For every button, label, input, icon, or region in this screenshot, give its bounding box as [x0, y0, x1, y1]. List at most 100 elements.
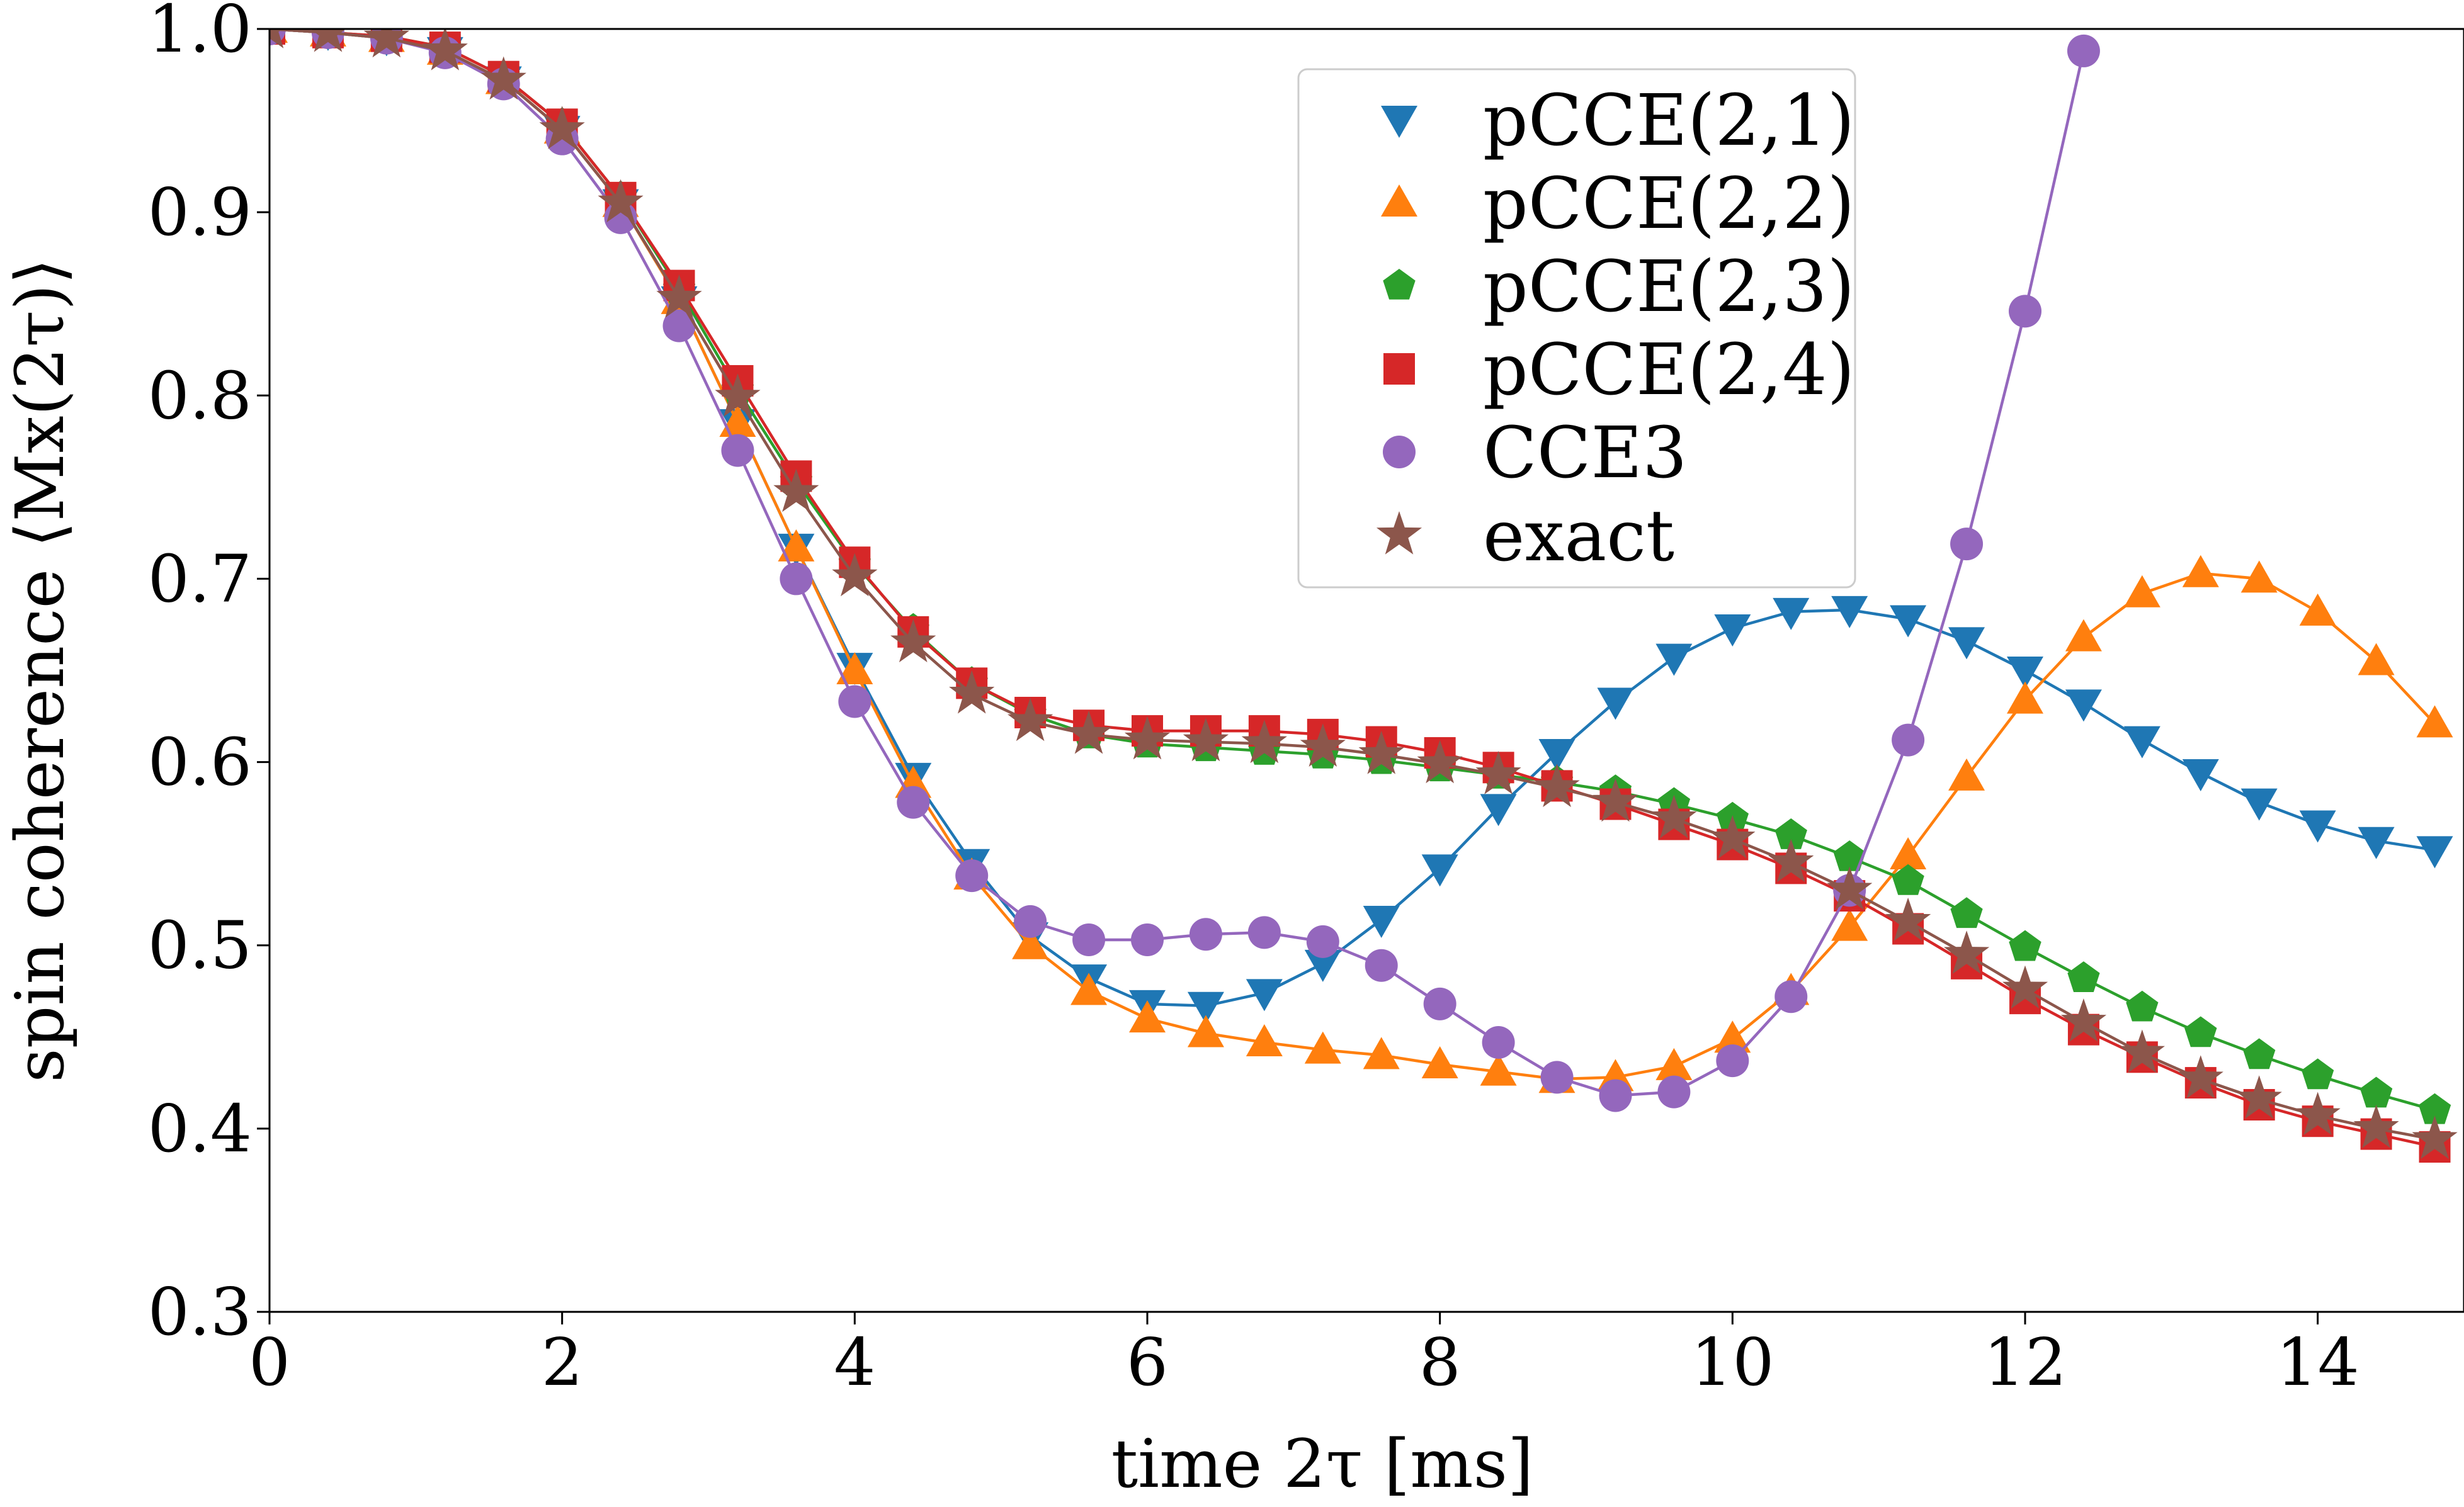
legend-marker-cce3	[1383, 436, 1416, 468]
data-point-pcce-2-1	[2240, 788, 2278, 821]
x-axis: 0 2 4 6 8 10 12 14	[249, 1312, 2359, 1401]
data-point-pcce-2-2	[2182, 555, 2219, 587]
y-tick-label: 0.3	[148, 1273, 252, 1350]
data-point-exact	[2412, 1115, 2458, 1160]
data-point-cce3	[1365, 949, 1398, 982]
data-point-pcce-2-2	[1948, 758, 1985, 791]
data-point-exact	[1008, 697, 1053, 742]
data-point-exact	[1943, 930, 1990, 974]
legend-label-pcce-2-2: pCCE(2,2)	[1483, 163, 1854, 245]
x-tick-label: 2	[542, 1324, 583, 1401]
data-point-cce3	[1189, 918, 1222, 951]
data-point-pcce-2-2	[836, 652, 873, 684]
data-point-pcce-2-1	[1246, 979, 1283, 1012]
data-point-pcce-2-1	[1304, 949, 1341, 982]
data-point-pcce-2-2	[1714, 1020, 1751, 1053]
data-point-pcce-2-3	[1833, 840, 1866, 871]
data-point-pcce-2-3	[1950, 897, 1983, 928]
data-point-pcce-2-3	[2302, 1058, 2334, 1090]
series-exact	[270, 29, 2458, 1160]
data-point-exact	[480, 56, 526, 100]
data-point-pcce-2-1	[1831, 595, 1868, 628]
data-point-pcce-2-3	[1774, 818, 1807, 849]
data-point-pcce-2-3	[2067, 961, 2100, 992]
data-point-pcce-2-2	[2065, 619, 2102, 652]
data-point-pcce-2-2	[2299, 593, 2336, 626]
data-point-exact	[2177, 1055, 2223, 1098]
data-point-pcce-2-1	[1890, 605, 1927, 638]
data-point-cce3	[1540, 1061, 1574, 1094]
plot-frame	[268, 28, 2464, 1313]
y-axis: 0.3 0.4 0.5 0.6 0.7 0.8 0.9 1.0	[148, 0, 270, 1350]
x-tick-label: 14	[2276, 1324, 2359, 1401]
data-point-exact	[1300, 723, 1346, 767]
data-point-exact	[1241, 720, 1287, 764]
data-point-cce3	[1247, 916, 1281, 949]
data-point-cce3	[1131, 923, 1164, 956]
data-point-pcce-2-2	[1831, 908, 1868, 941]
data-point-pcce-2-1	[2065, 689, 2102, 722]
data-point-pcce-2-2	[1187, 1015, 1224, 1047]
data-point-exact	[1534, 764, 1580, 808]
legend-box	[1297, 68, 1856, 589]
data-point-pcce-2-1	[1421, 854, 1458, 887]
x-tick-label: 12	[1984, 1324, 2067, 1401]
legend-label-pcce-2-1: pCCE(2,1)	[1483, 80, 1854, 162]
legend-marker-pcce-2-1	[1381, 106, 1417, 138]
data-point-exact	[1651, 794, 1697, 838]
data-point-cce3	[1423, 987, 1456, 1020]
data-point-pcce-2-1	[1948, 627, 1985, 660]
data-point-pcce-2-1	[1597, 687, 1634, 720]
data-point-pcce-2-3	[2359, 1076, 2393, 1108]
legend: pCCE(2,1)pCCE(2,2)pCCE(2,3)pCCE(2,4)CCE3…	[1297, 68, 1856, 589]
data-point-cce3	[1657, 1075, 1691, 1109]
x-tick-label: 6	[1127, 1324, 1168, 1401]
x-axis-title: time 2τ [ms]	[1111, 1425, 1534, 1503]
x-tick-label: 0	[249, 1324, 290, 1401]
legend-label-pcce-2-4: pCCE(2,4)	[1483, 329, 1854, 411]
data-point-pcce-2-1	[2182, 759, 2219, 792]
data-point-exact	[1593, 778, 1638, 822]
data-point-exact	[270, 29, 284, 48]
data-point-cce3	[955, 859, 989, 893]
data-point-exact	[1827, 866, 1873, 910]
data-point-pcce-2-2	[1012, 927, 1049, 959]
series-cce3	[270, 29, 2100, 1112]
data-point-pcce-2-1	[1655, 643, 1693, 676]
data-point-pcce-2-1	[1538, 739, 1575, 772]
data-point-exact	[1065, 710, 1112, 754]
data-point-exact	[773, 468, 819, 512]
data-point-cce3	[1014, 905, 1047, 938]
data-point-pcce-2-1	[1363, 905, 1400, 938]
data-point-cce3	[721, 434, 754, 467]
series-layer	[270, 29, 2458, 1163]
data-point-pcce-2-2	[1421, 1046, 1458, 1078]
data-point-exact	[2119, 1029, 2165, 1073]
data-point-pcce-2-1	[2007, 657, 2043, 689]
y-tick-label: 0.7	[148, 540, 252, 617]
data-point-cce3	[897, 786, 930, 819]
data-point-cce3	[1599, 1079, 1632, 1112]
legend-label-exact: exact	[1483, 495, 1674, 577]
y-tick-label: 0.5	[148, 907, 252, 984]
data-point-exact	[715, 373, 761, 417]
data-point-pcce-2-1	[1714, 614, 1751, 647]
data-point-exact	[656, 274, 702, 318]
legend-label-cce3: CCE3	[1483, 412, 1687, 494]
data-point-exact	[1183, 718, 1229, 762]
data-point-pcce-2-3	[2418, 1093, 2451, 1124]
legend-marker-pcce-2-4	[1383, 353, 1415, 385]
data-point-pcce-2-1	[2358, 827, 2395, 859]
data-point-pcce-2-1	[1480, 794, 1517, 827]
data-point-pcce-2-1	[2299, 810, 2336, 843]
data-point-pcce-2-2	[1070, 973, 1108, 1005]
data-point-pcce-2-3	[2184, 1016, 2217, 1047]
data-point-cce3	[780, 562, 813, 595]
x-tick-label: 10	[1691, 1324, 1774, 1401]
data-point-pcce-2-2	[2240, 560, 2278, 593]
data-point-cce3	[1072, 923, 1106, 956]
data-point-pcce-2-2	[2123, 575, 2160, 607]
data-point-cce3	[1306, 925, 1339, 958]
data-point-exact	[2353, 1104, 2399, 1148]
data-point-exact	[832, 553, 878, 597]
